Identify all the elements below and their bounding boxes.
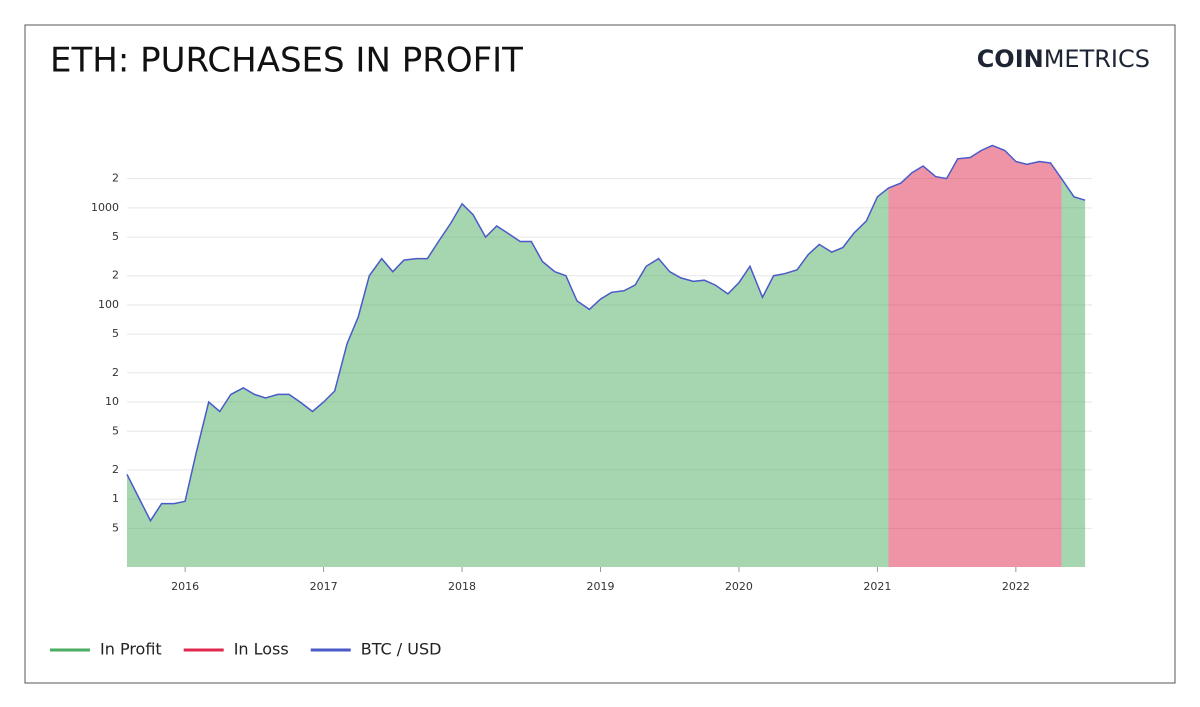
y-tick-label: 5 — [112, 230, 119, 243]
x-tick-label: 2018 — [448, 580, 476, 593]
x-tick-label: 2022 — [1002, 580, 1030, 593]
y-tick-label: 2 — [112, 172, 119, 185]
x-tick-label: 2019 — [587, 580, 615, 593]
x-tick-label: 2021 — [863, 580, 891, 593]
y-tick-label: 1000 — [91, 201, 119, 214]
y-tick-label: 5 — [112, 521, 119, 534]
logo: COINMETRICS — [977, 45, 1150, 73]
y-tick-label: 2 — [112, 366, 119, 379]
legend-label: In Profit — [100, 640, 162, 659]
y-tick-label: 5 — [112, 424, 119, 437]
plot: 5 1 2 5 10 2 5 100 2 5 1000 2 2016 2017 2018 2019 2020 20… — [50, 144, 1092, 659]
area — [888, 145, 1062, 567]
y-tick-label: 2 — [112, 463, 119, 476]
x-tick-label: 2017 — [310, 580, 338, 593]
area — [1061, 178, 1086, 567]
y-tick-label: 10 — [105, 395, 119, 408]
y-tick-label: 2 — [112, 269, 119, 282]
y-tick-label: 1 — [112, 492, 119, 505]
logo-light: METRICS — [1044, 45, 1150, 73]
x-tick-label: 2020 — [725, 580, 753, 593]
y-tick-label: 100 — [98, 298, 119, 311]
chart-title: ETH: PURCHASES IN PROFIT — [50, 41, 523, 81]
legend-label: BTC / USD — [361, 640, 442, 659]
line — [126, 144, 1086, 523]
x-tick-label: 2016 — [171, 580, 199, 593]
logo-bold: COIN — [977, 45, 1044, 73]
legend-label: In Loss — [234, 640, 289, 659]
y-tick-label: 5 — [112, 327, 119, 340]
area — [127, 188, 889, 567]
